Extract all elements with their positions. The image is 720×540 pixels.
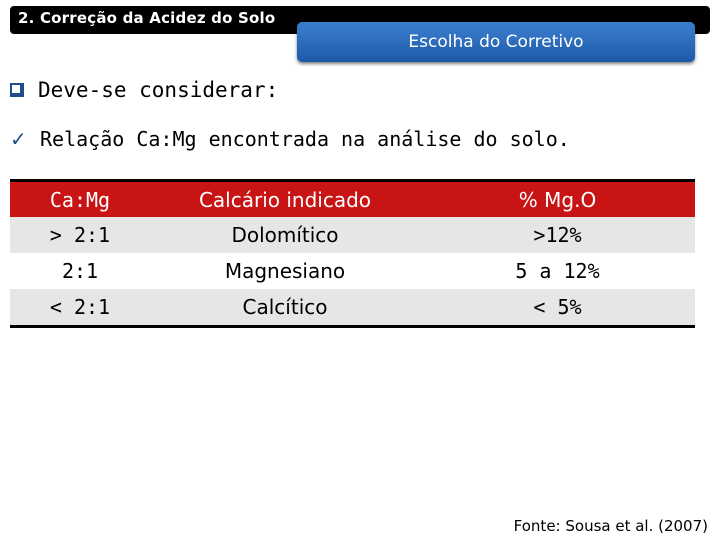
table-row: 2:1 Magnesiano 5 a 12% [10,253,695,289]
slide-subtitle-text: Escolha do Corretivo [408,32,584,52]
table-cell: < 2:1 [49,295,111,319]
table-cell: > 2:1 [49,223,111,247]
table-cell: < 5% [533,295,582,319]
main-bullet-text: Deve-se considerar: [38,78,279,102]
table-cell: >12% [533,223,582,247]
slide-subtitle: Escolha do Corretivo [297,22,695,62]
sub-bullet-text: Relação Ca:Mg encontrada na análise do s… [40,127,570,151]
table-header-cell: Ca:Mg [49,187,111,212]
table-header-cell: Calcário indicado [198,187,372,212]
table-row: < 2:1 Calcítico < 5% [10,289,695,325]
table-cell: 5 a 12% [515,259,600,283]
main-bullet: Deve-se considerar: [10,78,278,102]
table-row: > 2:1 Dolomítico >12% [10,217,695,253]
corretivo-table: Ca:Mg Calcário indicado % Mg.O > 2:1 Dol… [10,179,695,328]
square-bullet-icon [10,83,24,97]
table-cell: Magnesiano [224,259,346,283]
sub-bullet: ✓ Relação Ca:Mg encontrada na análise do… [10,127,570,151]
table-header-row: Ca:Mg Calcário indicado % Mg.O [10,179,695,217]
table-cell: 2:1 [61,259,99,283]
checkmark-icon: ✓ [10,127,27,151]
table-header-cell: % Mg.O [518,187,597,212]
section-title: 2. Correção da Acidez do Solo [18,9,276,27]
table-cell: Dolomítico [231,223,339,247]
source-citation: Fonte: Sousa et al. (2007) [513,517,708,535]
table-cell: Calcítico [242,295,328,319]
